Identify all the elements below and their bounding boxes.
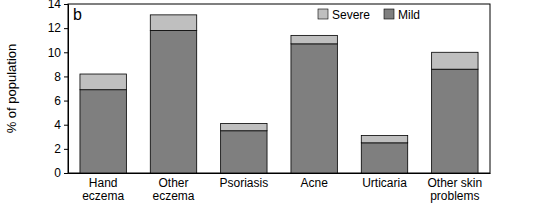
bar-segment — [221, 124, 267, 131]
y-tick: 14 — [48, 0, 68, 11]
plot: 0 2 4 6 8 10 12 14 Handeczema Othereczema Psoriasi… — [48, 0, 491, 203]
y-tick-label: 12 — [48, 21, 62, 35]
y-tick: 0 — [54, 166, 68, 180]
y-tick: 10 — [48, 46, 68, 60]
y-tick-mark — [64, 101, 68, 102]
x-tick-label: Acne — [300, 176, 328, 190]
legend-item: Mild — [384, 8, 420, 22]
bar-segment — [361, 136, 407, 143]
y-tick-label: 0 — [54, 166, 61, 180]
bars — [80, 15, 478, 173]
x-tick: Acne — [300, 173, 328, 190]
x-tick: Handeczema — [82, 173, 124, 203]
chart: 0 2 4 6 8 10 12 14 Handeczema Othereczema Psoriasi… — [0, 0, 557, 208]
y-tick: 4 — [54, 118, 68, 132]
bar-segment — [361, 143, 407, 173]
y-axis-title: % of population — [4, 44, 19, 134]
y-tick-mark — [64, 149, 68, 150]
bar-segment — [432, 69, 478, 173]
y-axis-line — [64, 5, 69, 174]
y-tick-mark — [64, 125, 68, 126]
bar-segment — [80, 74, 126, 90]
y-axis: 0 2 4 6 8 10 12 14 — [48, 0, 69, 180]
y-tick-label: 2 — [54, 142, 61, 156]
x-tick-label: Othereczema — [152, 176, 194, 203]
legend-label: Severe — [332, 8, 370, 22]
legend-label: Mild — [398, 8, 420, 22]
legend: Severe Mild — [318, 8, 420, 22]
y-tick-mark — [64, 173, 68, 174]
y-tick-label: 10 — [48, 46, 62, 60]
x-tick-label: Handeczema — [82, 176, 124, 203]
legend-swatch — [318, 9, 328, 19]
y-tick-mark — [64, 76, 68, 77]
x-tick: Othereczema — [152, 173, 194, 203]
bar-segment — [432, 52, 478, 69]
x-tick-label: Urticaria — [362, 176, 407, 190]
y-tick: 6 — [54, 94, 68, 108]
x-tick: Urticaria — [362, 173, 407, 190]
y-tick: 12 — [48, 21, 68, 35]
title: b — [73, 6, 82, 23]
x-axis-line — [69, 173, 491, 174]
x-tick-label: Other skinproblems — [427, 176, 482, 203]
bar-segment — [291, 35, 337, 43]
legend-item: Severe — [318, 8, 370, 22]
bar-segment — [291, 44, 337, 173]
y-tick: 2 — [54, 142, 68, 156]
bar-segment — [150, 15, 196, 31]
y-tick-label: 6 — [54, 94, 61, 108]
x-tick-label: Psoriasis — [219, 176, 268, 190]
bar-segment — [80, 90, 126, 173]
x-tick: Psoriasis — [219, 173, 268, 190]
y-tick-label: 4 — [54, 118, 61, 132]
x-tick: Other skinproblems — [427, 173, 482, 203]
y-tick-mark — [64, 28, 68, 29]
plot-frame — [68, 4, 490, 173]
bar-segment — [221, 131, 267, 173]
y-tick-mark — [64, 4, 68, 5]
y-tick: 8 — [54, 70, 68, 84]
y-tick-mark — [64, 52, 68, 53]
y-tick-label: 8 — [54, 70, 61, 84]
x-axis: Handeczema Othereczema Psoriasis Acne Urtica… — [69, 173, 491, 203]
legend-swatch — [384, 9, 394, 19]
bar-segment — [150, 31, 196, 173]
y-tick-label: 14 — [48, 0, 62, 11]
